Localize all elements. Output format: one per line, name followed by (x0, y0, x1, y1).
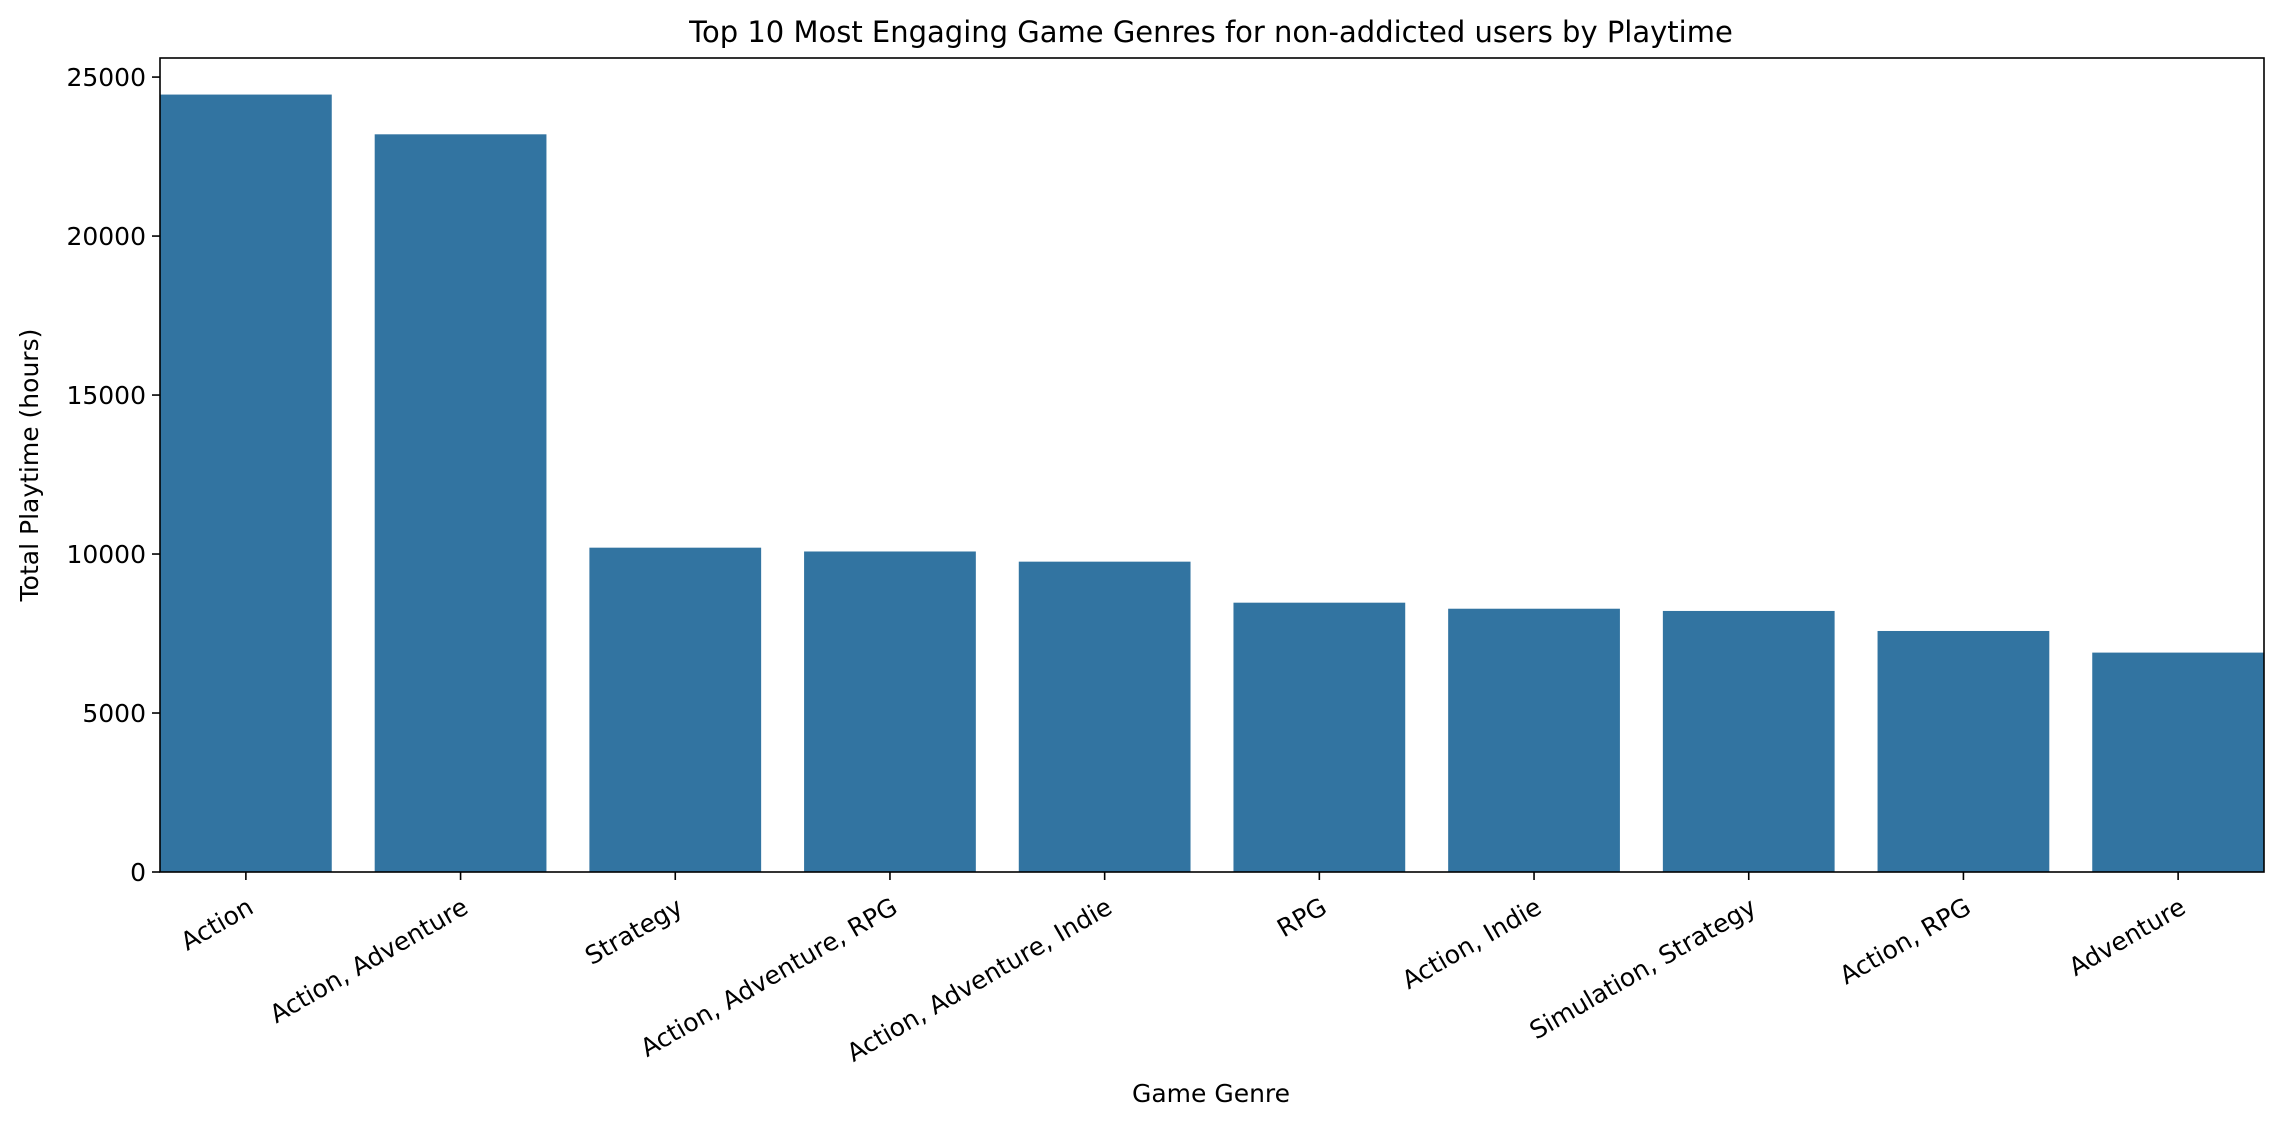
x-tick-label: Strategy (580, 892, 687, 971)
x-tick-label: Action (176, 892, 258, 956)
x-tick-label: Action, Adventure (265, 892, 473, 1029)
bar-6 (1448, 608, 1620, 872)
y-tick-label: 0 (130, 858, 146, 887)
bar-4 (1018, 561, 1191, 872)
x-tick-label: Adventure (2064, 892, 2190, 982)
bar-3 (804, 551, 976, 872)
x-axis-label: Game Genre (1132, 1079, 1290, 1108)
x-tick-label: RPG (1272, 892, 1331, 943)
y-tick-label: 20000 (66, 222, 146, 251)
y-axis-label: Total Playtime (hours) (15, 329, 44, 603)
y-tick-label: 10000 (66, 540, 146, 569)
x-tick-label: Simulation, Strategy (1525, 892, 1762, 1045)
bar-5 (1233, 602, 1406, 872)
y-axis-ticks: 0 5000 10000 15000 20000 25000 (66, 63, 160, 887)
bar-1 (374, 134, 547, 872)
bar-2 (589, 547, 762, 872)
bar-0 (160, 94, 332, 872)
y-tick-label: 15000 (66, 381, 146, 410)
x-tick-label: Action, Indie (1397, 892, 1546, 995)
x-tick-label: Action, RPG (1835, 892, 1976, 990)
bar-9 (2092, 652, 2264, 872)
bar-7 (1662, 610, 1835, 872)
chart-title: Top 10 Most Engaging Game Genres for non… (688, 15, 1733, 49)
y-tick-label: 25000 (66, 63, 146, 92)
bar-8 (1877, 630, 2050, 872)
plot-frame (159, 57, 2265, 873)
y-tick-label: 5000 (82, 699, 146, 728)
bars-group (160, 94, 2264, 872)
